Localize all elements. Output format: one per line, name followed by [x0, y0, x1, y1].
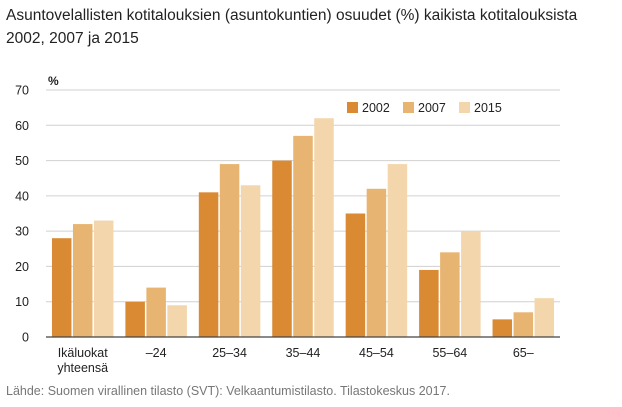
bar-2002-3 [272, 160, 292, 337]
bar-2002-1 [125, 301, 145, 337]
x-tick-label-1-0: –24 [146, 346, 167, 360]
y-tick-label-60: 60 [15, 119, 29, 133]
bar-2007-6 [513, 312, 534, 337]
y-tick-label-50: 50 [15, 154, 29, 168]
legend-swatch-2007 [403, 102, 414, 113]
bar-2007-4 [366, 188, 387, 337]
y-tick-label-20: 20 [15, 260, 29, 274]
x-tick-label-6-0: 65– [513, 346, 534, 360]
bar-2015-3 [314, 118, 334, 337]
y-tick-label-30: 30 [15, 225, 29, 239]
bar-2015-6 [534, 298, 555, 337]
x-tick-label-3-0: 35–44 [286, 346, 321, 360]
y-tick-label-70: 70 [15, 84, 29, 98]
bar-2015-0 [93, 220, 114, 337]
y-tick-label-10: 10 [15, 295, 29, 309]
x-tick-label-0-0: Ikäluokat [58, 346, 109, 360]
y-tick-label-40: 40 [15, 189, 29, 203]
source-note: Lähde: Suomen virallinen tilasto (SVT): … [6, 384, 450, 398]
legend-swatch-2015 [459, 102, 470, 113]
chart-title-line-1: Asuntovelallisten kotitalouksien (asunto… [6, 7, 578, 24]
legend-label-2002: 2002 [362, 101, 390, 115]
y-tick-label-0: 0 [22, 331, 29, 345]
bar-2015-2 [240, 185, 261, 337]
bar-2007-0 [72, 224, 93, 337]
bar-2015-4 [387, 164, 408, 337]
bar-2007-5 [440, 252, 460, 337]
x-tick-label-5-0: 55–64 [432, 346, 467, 360]
x-tick-label-4-0: 45–54 [359, 346, 394, 360]
chart-title: Asuntovelallisten kotitalouksien (asunto… [6, 4, 616, 50]
legend-label-2015: 2015 [474, 101, 502, 115]
bar-2002-0 [51, 238, 72, 337]
bar-2015-1 [167, 305, 187, 337]
y-axis-label: % [48, 74, 59, 88]
legend-label-2007: 2007 [418, 101, 446, 115]
x-tick-label-2-0: 25–34 [212, 346, 247, 360]
bar-2015-5 [461, 231, 481, 337]
x-tick-label-0-1: yhteensä [57, 361, 108, 375]
bar-2002-6 [492, 319, 513, 337]
bar-2007-3 [293, 135, 313, 337]
bar-2002-2 [198, 192, 219, 337]
bar-2002-5 [419, 269, 439, 337]
legend-swatch-2002 [347, 102, 358, 113]
chart-title-line-2: 2002, 2007 ja 2015 [6, 30, 139, 47]
bar-2007-1 [146, 287, 166, 337]
bar-2002-4 [345, 213, 366, 337]
bar-2007-2 [219, 164, 240, 337]
